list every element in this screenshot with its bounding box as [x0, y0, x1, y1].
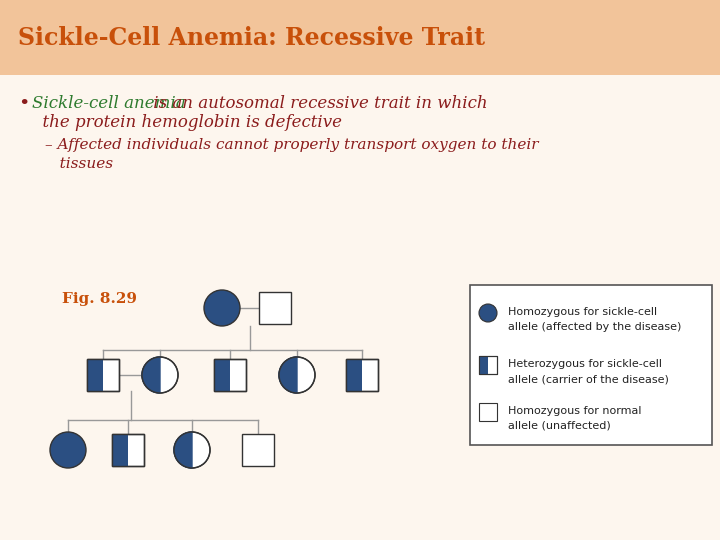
Bar [214, 359, 246, 391]
Text: Fig. 8.29: Fig. 8.29 [62, 292, 137, 306]
Bar [214, 359, 230, 391]
Bar [87, 359, 119, 391]
Polygon shape [142, 357, 160, 393]
Bar [112, 434, 144, 466]
Text: tissues: tissues [45, 157, 113, 171]
Polygon shape [279, 357, 297, 393]
Bar [479, 403, 497, 421]
Bar [479, 356, 497, 374]
Bar [112, 434, 128, 466]
Text: •: • [18, 95, 30, 113]
Bar [214, 359, 246, 391]
Bar [259, 292, 291, 324]
FancyBboxPatch shape [0, 0, 720, 75]
Bar [346, 359, 378, 391]
Bar [87, 359, 119, 391]
Circle shape [279, 357, 315, 393]
Circle shape [479, 304, 497, 322]
Bar [346, 359, 362, 391]
Text: Sickle-cell anemia: Sickle-cell anemia [32, 95, 186, 112]
Circle shape [50, 432, 86, 468]
Bar [242, 434, 274, 466]
Bar [87, 359, 103, 391]
Bar [479, 356, 488, 374]
Text: Homozygous for normal: Homozygous for normal [508, 406, 642, 416]
Circle shape [204, 290, 240, 326]
Bar [112, 434, 144, 466]
Text: allele (affected by the disease): allele (affected by the disease) [508, 322, 681, 332]
Circle shape [142, 357, 178, 393]
Circle shape [174, 432, 210, 468]
Bar [470, 285, 712, 445]
Text: Heterozygous for sickle-cell: Heterozygous for sickle-cell [508, 359, 662, 369]
Bar [346, 359, 378, 391]
Text: the protein hemoglobin is defective: the protein hemoglobin is defective [32, 114, 342, 131]
Text: Sickle-Cell Anemia: Recessive Trait: Sickle-Cell Anemia: Recessive Trait [18, 26, 485, 50]
Text: Homozygous for sickle-cell: Homozygous for sickle-cell [508, 307, 657, 317]
Text: allele (carrier of the disease): allele (carrier of the disease) [508, 374, 669, 384]
Polygon shape [174, 432, 192, 468]
Text: – Affected individuals cannot properly transport oxygen to their: – Affected individuals cannot properly t… [45, 138, 539, 152]
Bar [479, 356, 497, 374]
Text: allele (unaffected): allele (unaffected) [508, 421, 611, 431]
Text: is an autosomal recessive trait in which: is an autosomal recessive trait in which [148, 95, 487, 112]
